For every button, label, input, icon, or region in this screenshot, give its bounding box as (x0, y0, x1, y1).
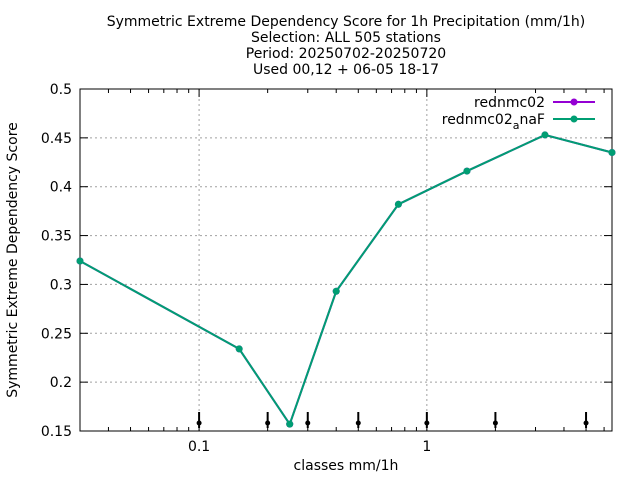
class-threshold-dot (196, 420, 202, 426)
y-tick-label: 0.2 (50, 375, 72, 391)
legend-label-tail: naF (519, 112, 545, 128)
series-line-rednmc02_anaF (79, 133, 613, 427)
y-axis: 0.15 0.2 0.25 0.3 0.35 0.4 0.45 0.5 (41, 82, 612, 440)
data-point (235, 345, 243, 353)
data-point (286, 420, 294, 428)
title-line: Used 00,12 + 06-05 18-17 (253, 62, 439, 78)
legend-label-sub: a (513, 119, 520, 132)
class-markers (196, 412, 589, 428)
legend-swatch-point (570, 98, 578, 106)
x-axis-label: classes mm/1h (294, 458, 399, 474)
data-point (76, 257, 84, 265)
series-line-rednmc02 (79, 133, 613, 427)
grid (80, 89, 612, 431)
y-tick-label: 0.4 (50, 180, 72, 196)
title-line: Symmetric Extreme Dependency Score for 1… (107, 14, 586, 30)
series-lines (76, 131, 616, 428)
data-point (463, 167, 471, 175)
y-tick-label: 0.3 (50, 277, 72, 293)
legend-label: rednmc02 (474, 95, 545, 111)
class-threshold-dot (424, 420, 430, 426)
class-threshold-dot (265, 420, 271, 426)
legend-label-base: rednmc02 (442, 112, 513, 128)
data-point (332, 287, 340, 295)
y-tick-label: 0.15 (41, 424, 72, 440)
y-tick-label: 0.45 (41, 131, 72, 147)
legend-label-base: rednmc02 (474, 95, 545, 111)
data-point (608, 149, 616, 157)
title-line: Period: 20250702-20250720 (246, 46, 446, 62)
y-tick-label: 0.5 (50, 82, 72, 98)
data-point (394, 200, 402, 208)
x-tick-label: 1 (422, 439, 431, 455)
y-axis-label: Symmetric Extreme Dependency Score (5, 122, 21, 398)
class-threshold-dot (492, 420, 498, 426)
class-threshold-dot (355, 420, 361, 426)
legend-swatch-point (570, 115, 578, 123)
y-tick-label: 0.35 (41, 229, 72, 245)
title-line: Selection: ALL 505 stations (251, 30, 441, 46)
data-point (541, 131, 549, 139)
chart-title: Symmetric Extreme Dependency Score for 1… (107, 14, 586, 78)
legend-label: rednmc02anaF (442, 112, 545, 132)
x-axis: 0.1 1 (107, 89, 605, 455)
class-threshold-dot (583, 420, 589, 426)
x-tick-label: 0.1 (188, 439, 210, 455)
class-threshold-dot (305, 420, 311, 426)
y-tick-label: 0.25 (41, 326, 72, 342)
